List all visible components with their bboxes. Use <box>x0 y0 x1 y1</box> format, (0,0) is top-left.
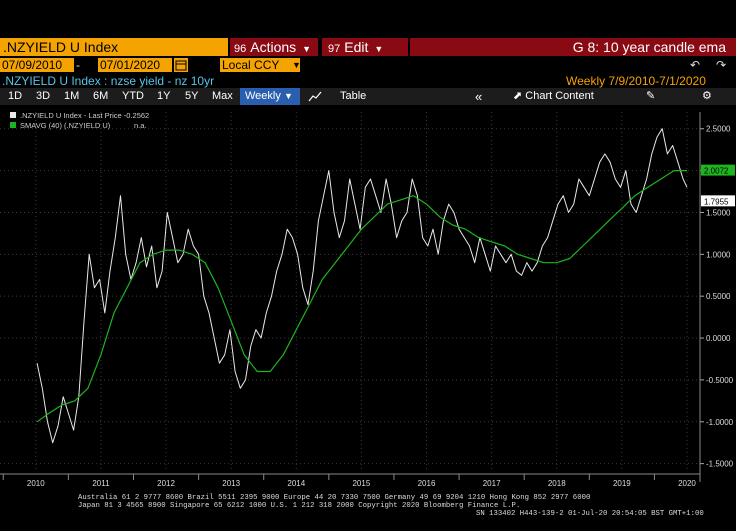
legend-swatch <box>10 112 16 118</box>
footer-line: Australia 61 2 9777 8600 Brazil 5511 239… <box>78 494 590 502</box>
chart-content-icon: ⬈ <box>513 90 523 102</box>
legend-label: SMAVG (40) (.NZYIELD U) <box>20 121 111 130</box>
range-1y[interactable]: 1Y <box>157 90 171 102</box>
date-separator: - <box>76 58 80 72</box>
currency-select[interactable]: Local CCY <box>220 58 300 72</box>
edit-menu-button[interactable]: 97 Edit ▼ <box>322 38 408 56</box>
y-tick-label: -1.0000 <box>706 418 734 427</box>
price-chart: 2.50002.00001.50001.00000.50000.0000-0.5… <box>0 111 735 518</box>
y-tick-label: 0.0000 <box>706 334 731 343</box>
series-layer <box>36 128 688 444</box>
x-tick-label: 2012 <box>157 479 175 488</box>
table-button[interactable]: Table <box>340 90 367 102</box>
y-axis: 2.50002.00001.50001.00000.50000.0000-0.5… <box>699 112 735 482</box>
footer-line: SN 133402 H443-139-2 01-Jul-20 20:54:05 … <box>476 510 704 518</box>
ticker-field[interactable]: .NZYIELD U Index <box>0 38 228 56</box>
x-tick-label: 2011 <box>92 479 110 488</box>
footer-line: Japan 81 3 4565 8900 Singapore 65 6212 1… <box>78 502 520 510</box>
range-3d[interactable]: 3D <box>36 90 51 102</box>
graph-title: G 8: 10 year candle ema <box>410 38 736 56</box>
actions-number: 96 <box>234 43 247 55</box>
chevron-down-icon: ▼ <box>283 91 293 101</box>
legend-value: n.a. <box>134 121 147 130</box>
start-date-input[interactable]: 07/09/2010 <box>0 58 74 72</box>
period-label: Weekly 7/9/2010-7/1/2020 <box>566 74 706 88</box>
security-description: .NZYIELD U Index : nzse yield - nz 10yr <box>2 74 215 88</box>
edit-number: 97 <box>328 43 341 55</box>
end-date-input[interactable]: 07/01/2020 <box>98 58 172 72</box>
range-1d[interactable]: 1D <box>8 90 23 102</box>
sma-last-value: 2.0072 <box>704 167 729 176</box>
chevron-down-icon: ▼ <box>292 60 301 70</box>
range-6m[interactable]: 6M <box>93 90 109 102</box>
x-axis: 2010 2011 2012 2013 2014 2015 2016 2017 2018 2019… <box>0 473 700 488</box>
y-tick-label: -0.5000 <box>706 376 734 385</box>
chart-content-label: Chart Content <box>525 90 594 102</box>
undo-icon[interactable]: ↶ <box>690 58 701 72</box>
legend-swatch <box>10 122 16 128</box>
edit-label: Edit <box>344 39 369 55</box>
x-tick-label: 2020 <box>678 479 696 488</box>
x-tick-label: 2018 <box>548 479 566 488</box>
actions-menu-button[interactable]: 96 Actions ▼ <box>230 38 318 56</box>
y-tick-label: 0.5000 <box>706 292 731 301</box>
x-tick-label: 2015 <box>352 479 370 488</box>
line-chart-icon[interactable] <box>308 88 322 105</box>
actions-label: Actions <box>250 39 297 55</box>
y-tick-label: 1.0000 <box>706 250 731 259</box>
grid <box>0 112 700 472</box>
range-max[interactable]: Max <box>212 90 233 102</box>
frequency-label: Weekly <box>245 90 281 102</box>
chevron-down-icon: ▼ <box>374 44 384 54</box>
collapse-icon[interactable]: « <box>475 89 483 104</box>
chevron-down-icon: ▼ <box>302 44 312 54</box>
footer: Australia 61 2 9777 8600 Brazil 5511 239… <box>78 494 704 518</box>
x-tick-label: 2014 <box>287 479 305 488</box>
sma-last-value-box <box>701 164 735 176</box>
legend: .NZYIELD U Index - Last Price -0.2562SMA… <box>10 111 149 130</box>
price-last-value: 1.7955 <box>704 197 729 206</box>
chart-toolbar <box>0 88 736 105</box>
x-tick-label: 2017 <box>483 479 501 488</box>
x-tick-label: 2013 <box>222 479 240 488</box>
frequency-select[interactable]: Weekly ▼ <box>240 88 300 105</box>
gear-icon[interactable]: ⚙ <box>702 90 712 102</box>
calendar-icon[interactable] <box>174 58 188 72</box>
y-tick-label: 2.5000 <box>706 125 731 134</box>
redo-icon[interactable]: ↷ <box>716 58 727 72</box>
range-5y[interactable]: 5Y <box>185 90 199 102</box>
x-tick-label: 2016 <box>418 479 436 488</box>
range-1m[interactable]: 1M <box>64 90 80 102</box>
edit-chart-icon[interactable]: ✎ <box>646 90 656 102</box>
x-tick-label: 2019 <box>613 479 631 488</box>
chart-content-button[interactable]: ⬈ Chart Content <box>513 88 594 105</box>
legend-label: .NZYIELD U Index - Last Price -0.2562 <box>20 111 149 120</box>
y-tick-label: 1.5000 <box>706 208 731 217</box>
price-series-line <box>36 128 688 444</box>
y-tick-label: -1.5000 <box>706 460 734 469</box>
range-ytd[interactable]: YTD <box>122 90 144 102</box>
sma-series-line <box>36 169 687 423</box>
price-last-value-box <box>701 195 735 207</box>
x-tick-label: 2010 <box>27 479 45 488</box>
